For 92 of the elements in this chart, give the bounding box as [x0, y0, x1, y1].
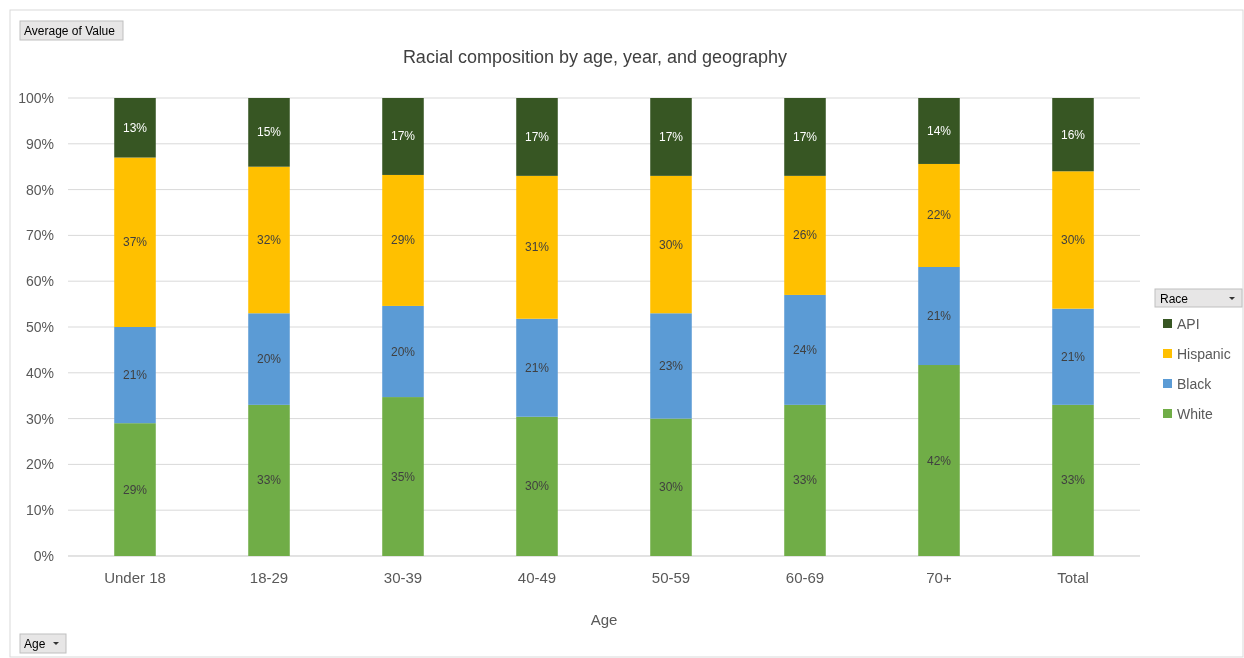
bar [248, 404, 290, 556]
x-axis-title: Age [590, 611, 618, 628]
x-tick-label: 70+ [926, 569, 952, 586]
bar [784, 175, 826, 295]
bar [650, 313, 692, 419]
bar [918, 98, 960, 164]
x-tick-label: 60-69 [785, 569, 825, 586]
bar [516, 416, 558, 556]
legend-title: Race [1160, 292, 1189, 306]
bar [248, 166, 290, 314]
data-label: 24% [792, 342, 818, 357]
bar [114, 423, 156, 556]
data-label: 30% [658, 237, 684, 252]
bar [114, 327, 156, 424]
bar [918, 365, 960, 556]
data-label: 33% [792, 473, 818, 488]
data-label: 13% [122, 120, 148, 135]
data-label: 17% [792, 129, 818, 144]
x-tick-label: Total [1057, 569, 1089, 586]
bar [1052, 404, 1094, 556]
bar [1052, 98, 1094, 172]
y-tick-label: 40% [25, 364, 54, 381]
legend-label: White [1177, 406, 1213, 422]
bar [918, 267, 960, 366]
data-label: 35% [390, 469, 416, 484]
y-tick-label: 70% [25, 227, 54, 244]
y-tick-label: 20% [25, 456, 54, 473]
x-tick-label: Under 18 [104, 569, 166, 586]
bar [784, 404, 826, 556]
bar [382, 174, 424, 306]
bar [516, 318, 558, 417]
bar [516, 175, 558, 319]
data-label: 15% [256, 125, 282, 140]
data-label: 17% [390, 129, 416, 144]
data-label: 14% [926, 123, 952, 138]
legend-label: Hispanic [1177, 346, 1231, 362]
data-label: 42% [926, 453, 952, 468]
data-label: 16% [1060, 127, 1086, 142]
data-label: 22% [926, 208, 952, 223]
data-label: 17% [524, 129, 550, 144]
data-label: 20% [390, 344, 416, 359]
legend-label: API [1177, 316, 1200, 332]
x-tick-label: 50-59 [651, 569, 691, 586]
x-tick-label: 40-49 [517, 569, 557, 586]
bar [650, 418, 692, 556]
data-label: 30% [524, 479, 550, 494]
data-label: 33% [1060, 473, 1086, 488]
bar [918, 163, 960, 267]
bar [1052, 171, 1094, 309]
x-tick-label: 18-29 [249, 569, 289, 586]
y-tick-label: 60% [25, 273, 54, 290]
data-label: 23% [658, 358, 684, 373]
data-label: 30% [1060, 232, 1086, 247]
bar [248, 313, 290, 405]
bar [784, 294, 826, 405]
bar [114, 98, 156, 158]
legend-label: Black [1177, 376, 1213, 392]
y-tick-label: 100% [18, 90, 54, 106]
data-label: 21% [524, 360, 550, 375]
y-tick-label: 0% [33, 548, 54, 564]
bar [650, 175, 692, 314]
bar [382, 305, 424, 398]
data-label: 26% [792, 228, 818, 243]
data-label: 29% [122, 482, 148, 497]
bar [516, 98, 558, 176]
y-tick-label: 50% [25, 319, 54, 335]
bar [650, 98, 692, 176]
bar [382, 397, 424, 556]
text: Age [24, 637, 46, 651]
bar [1052, 308, 1094, 405]
data-label: 20% [256, 352, 282, 367]
data-label: 29% [390, 233, 416, 248]
data-label: 31% [524, 240, 550, 255]
y-tick-label: 30% [25, 410, 54, 427]
data-label: 17% [658, 129, 684, 144]
data-label: 32% [256, 232, 282, 247]
data-label: 21% [926, 309, 952, 324]
data-label: 21% [1060, 349, 1086, 364]
x-tick-label: 30-39 [383, 569, 423, 586]
data-label: 33% [256, 473, 282, 488]
data-label: 21% [122, 368, 148, 383]
data-label: 30% [658, 480, 684, 495]
data-label: 37% [122, 235, 148, 250]
text: Average of Value [24, 24, 116, 38]
y-tick-label: 10% [25, 502, 54, 519]
bar [114, 157, 156, 327]
chart-title: Racial composition by age, year, and geography [402, 47, 788, 67]
bar [382, 98, 424, 175]
bar [784, 98, 826, 176]
y-tick-label: 80% [25, 181, 54, 198]
bar [248, 98, 290, 167]
y-tick-label: 90% [25, 135, 54, 152]
